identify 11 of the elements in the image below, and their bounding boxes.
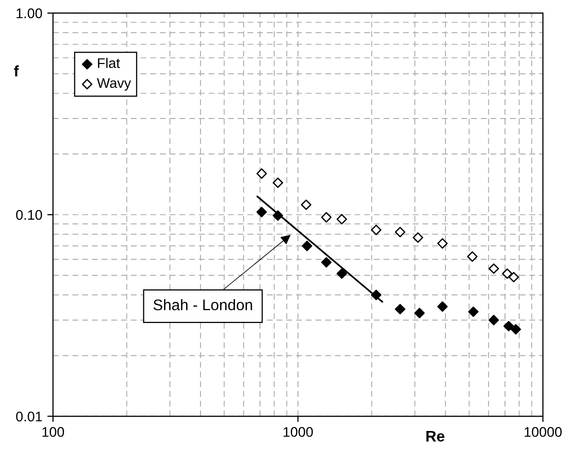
annotation: Shah - London <box>153 299 252 310</box>
y-tick-label: 0.10 <box>16 210 42 220</box>
y-tick-label: 1.00 <box>16 8 42 18</box>
x-tick-label: 100 <box>42 427 64 437</box>
legend-label: Wavy <box>96 78 132 91</box>
x-tick-label: 10000 <box>524 427 562 437</box>
legend-label: Flat <box>98 58 120 68</box>
x-tick-label: 1000 <box>284 427 313 437</box>
x-axis-title: Re <box>426 430 444 442</box>
y-axis-title: f <box>14 65 19 76</box>
y-tick-label: 0.01 <box>16 412 42 422</box>
